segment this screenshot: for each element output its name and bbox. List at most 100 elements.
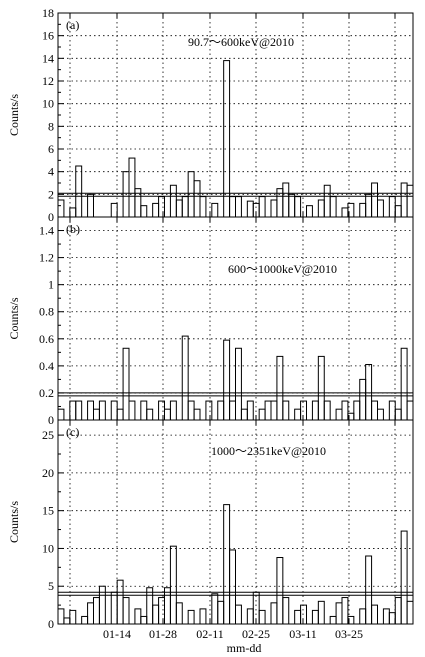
histogram-bar [110,400,118,421]
histogram-bar [169,545,177,625]
histogram-bar [175,199,183,218]
y-tick-label: 0.2 [39,386,54,400]
histogram-bar [175,602,183,625]
histogram-bar [205,400,213,421]
histogram-bar [317,600,325,625]
histogram-bar [406,400,414,421]
histogram-bar [288,193,296,218]
histogram-bar [246,400,254,421]
histogram-bar [300,400,308,421]
y-tick-label: 8 [48,119,54,133]
histogram-bar [335,602,343,625]
histogram-bar [181,196,189,218]
histogram-bar [116,579,124,625]
histogram-bar [93,408,100,421]
histogram-bar [193,180,201,218]
histogram-bar [128,157,136,218]
histogram-bar [377,408,384,421]
panel-label: (a) [66,18,79,32]
histogram-bar [400,530,408,625]
histogram-bar [217,600,225,625]
x-tick-label: 01-14 [103,627,131,641]
histogram-bar [258,196,266,218]
y-tick-label: 15 [42,504,54,518]
x-tick-label: 02-25 [242,627,270,641]
histogram-bar [158,400,165,421]
y-tick-label: 10 [42,541,54,555]
histogram-bar [329,196,337,218]
energy-range-annotation: 1000～2351keV@2010 [211,444,326,458]
histogram-bar [235,604,242,625]
panel-c: 0 5 10 15 20 25 (c) 1000～2351keV@2010 Counts/s [7,419,414,631]
y-tick-label: 4 [48,165,54,179]
panel-label: (c) [66,425,79,439]
histogram-bar [371,182,379,218]
panel-frame [57,419,414,625]
histogram-bar [169,400,177,421]
histogram-bar [169,184,177,218]
histogram-bar [323,184,331,218]
histogram-bar [341,400,349,421]
histogram-bar [164,587,171,625]
x-tick-label: 02-11 [196,627,224,641]
histogram-bar [217,400,225,421]
histogram-bar [223,504,231,625]
histogram-bar [187,609,195,625]
histogram-bar [187,400,195,421]
histogram-bar [57,608,65,625]
histogram-bar [122,347,130,421]
histogram-bar [359,378,367,421]
panels: 024681012141618(a)90.7～600keV@2010Counts… [7,6,414,641]
y-tick-label: 2 [48,187,54,201]
histogram-bar [140,400,148,421]
histogram-bar [394,408,402,421]
histogram-bar [122,597,130,625]
histogram-bar [152,202,160,218]
histogram-bar [229,400,236,421]
histogram-bar [128,400,136,421]
histogram-bar [98,400,106,421]
histogram-bar [223,339,231,421]
histogram-bar [69,609,77,625]
histogram-bar [311,609,319,625]
histogram-bar [158,597,165,625]
histogram-bar [211,593,219,625]
histogram-bar [371,400,379,421]
y-tick-label: 0 [48,413,54,427]
histogram-bar [164,408,171,421]
y-tick-label: 0 [48,617,54,631]
histogram-bar [75,165,83,218]
x-axis-label: mm-dd [227,641,262,655]
histogram-bar [400,347,408,421]
histogram-bar [69,207,77,218]
histogram-bar [87,602,95,625]
histogram-bar [235,196,242,218]
histogram-bar [87,193,95,218]
y-tick-label: 1.4 [39,224,54,238]
y-tick-label: 5 [48,579,54,593]
histogram-bar [240,408,248,421]
histogram-bar [264,400,272,421]
histogram-bar [294,609,302,625]
histogram-bar [382,608,390,625]
histogram-bar [323,400,331,421]
x-tick-label: 03-25 [335,627,363,641]
y-tick-label: 14 [42,51,54,65]
histogram-bar [282,400,290,421]
histogram-bar [93,597,100,625]
histogram-bar [365,193,373,218]
y-tick-label: 16 [42,29,54,43]
histogram-bar [235,347,242,421]
histogram-bar [81,615,89,625]
y-tick-label: 25 [42,428,54,442]
histogram-bar [211,202,219,218]
histogram-bar [63,617,71,625]
energy-range-annotation: 600～1000keV@2010 [228,262,337,276]
histogram-bar [377,199,384,218]
histogram-bar [193,408,201,421]
histogram-bar [341,207,349,218]
histogram-bar [394,597,402,625]
histogram-bar [116,408,124,421]
histogram-bar [311,400,319,421]
